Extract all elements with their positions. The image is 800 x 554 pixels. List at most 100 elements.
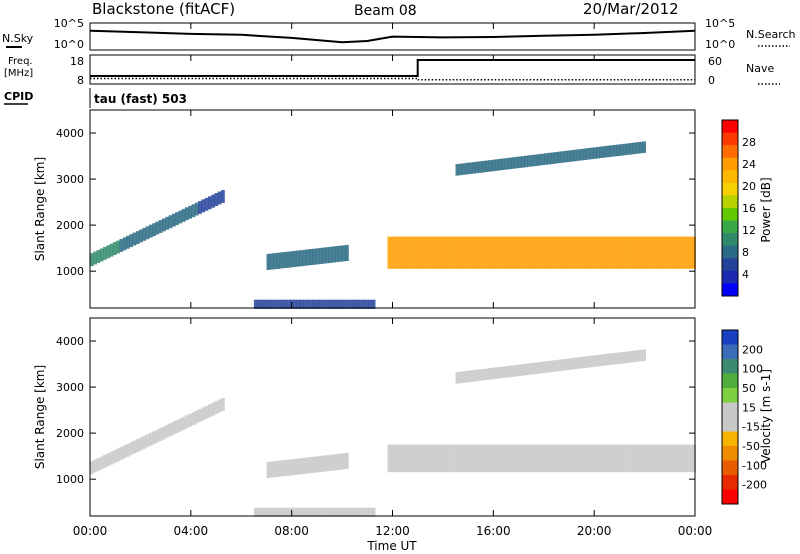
freq-unit-label: [MHz] [4, 68, 33, 79]
velocity-cell [315, 456, 320, 473]
power-cell [296, 299, 301, 309]
power-cell [469, 236, 474, 269]
power-panel-bg [90, 110, 695, 308]
power-cell [478, 161, 483, 173]
power-cell [365, 299, 369, 309]
velocity-cell [449, 444, 454, 473]
y-tick-label: 1000 [56, 265, 84, 278]
x-tick-label: 00:00 [678, 524, 713, 538]
velocity-cell [456, 444, 460, 473]
power-cell [574, 236, 578, 269]
power-cell [312, 248, 316, 265]
velocity-cell [345, 507, 350, 517]
power-cell [482, 236, 487, 269]
velocity-cell [211, 402, 215, 416]
velocity-cell [162, 426, 166, 440]
velocity-cell [345, 452, 349, 469]
power-cell [465, 162, 470, 175]
velocity-cell [530, 362, 535, 375]
nsky-label: N.Sky [2, 32, 34, 45]
colorbar-tick-label: 4 [742, 268, 749, 281]
velocity-cell [400, 444, 405, 473]
power-cell [103, 246, 107, 260]
power-cell [194, 202, 199, 216]
power-cell [352, 299, 356, 309]
velocity-cell [649, 444, 654, 473]
velocity-cell [636, 444, 641, 473]
velocity-cell [407, 444, 411, 473]
velocity-colorbar-label: Velocity [m s-1] [759, 369, 773, 463]
velocity-cell [292, 458, 297, 475]
power-cell [273, 299, 278, 309]
power-cell [635, 142, 640, 154]
power-cell [273, 253, 277, 270]
power-cell [318, 247, 323, 264]
noise-tick-left-low: 10^0 [54, 38, 84, 51]
velocity-cell [430, 444, 434, 473]
velocity-cell [551, 444, 555, 473]
velocity-cell [589, 355, 594, 368]
velocity-cell [642, 349, 646, 361]
velocity-cell [475, 369, 479, 382]
x-tick-label: 08:00 [274, 524, 309, 538]
power-cell [600, 236, 605, 269]
velocity-cell [168, 423, 173, 437]
power-cell [325, 247, 330, 264]
velocity-cell [394, 444, 398, 473]
power-cell [577, 236, 582, 269]
power-cell [609, 145, 614, 157]
power-cell [345, 244, 349, 261]
power-cell [293, 299, 297, 309]
power-cell [573, 149, 578, 162]
power-cell [263, 299, 268, 309]
power-cell [319, 299, 324, 309]
power-colorbar: 28 24 20 16 12 8 4 [721, 119, 756, 297]
velocity-cell [326, 507, 330, 517]
power-cell [485, 160, 489, 172]
velocity-cell [283, 507, 287, 517]
time-axis: 00:00 04:00 08:00 12:00 16:00 20:00 00:00 [73, 23, 713, 538]
velocity-cell [485, 444, 490, 473]
nave-tick-high: 60 [708, 55, 722, 68]
power-cell [152, 223, 156, 237]
velocity-cell [580, 356, 584, 369]
power-cell [214, 193, 219, 206]
velocity-cell [669, 444, 673, 473]
velocity-cell [574, 444, 578, 473]
velocity-cell [455, 372, 460, 384]
date-title: 20/Mar/2012 [583, 0, 679, 18]
power-cell [390, 236, 395, 269]
velocity-cell [639, 444, 644, 473]
velocity-cell [593, 444, 598, 473]
velocity-cell [329, 507, 333, 517]
velocity-cell [296, 458, 300, 475]
colorbar-swatch [722, 446, 738, 461]
velocity-cell [508, 444, 513, 473]
power-cell [459, 236, 464, 269]
velocity-cell [390, 444, 395, 473]
power-cell [597, 236, 601, 269]
velocity-cell [280, 507, 284, 517]
velocity-cell [620, 444, 624, 473]
velocity-cell [269, 461, 274, 478]
power-cell [607, 236, 611, 269]
velocity-cell [119, 447, 124, 460]
velocity-cell [554, 444, 559, 473]
colorbar-tick-label: 100 [742, 363, 763, 376]
power-cell [606, 145, 610, 158]
power-cell [544, 236, 549, 269]
velocity-cell [632, 350, 637, 363]
power-cell [462, 236, 467, 269]
velocity-cell [116, 448, 120, 462]
velocity-cell [325, 455, 330, 472]
cpid-value: tau (fast) 503 [94, 92, 187, 106]
power-cell [315, 248, 320, 265]
power-cell [158, 220, 163, 233]
velocity-cell [453, 444, 457, 473]
power-cell [296, 250, 300, 267]
power-cell [135, 231, 140, 244]
power-cell [171, 213, 176, 227]
colorbar-swatch [722, 359, 738, 374]
power-cell [675, 236, 680, 269]
velocity-cell [619, 352, 624, 364]
